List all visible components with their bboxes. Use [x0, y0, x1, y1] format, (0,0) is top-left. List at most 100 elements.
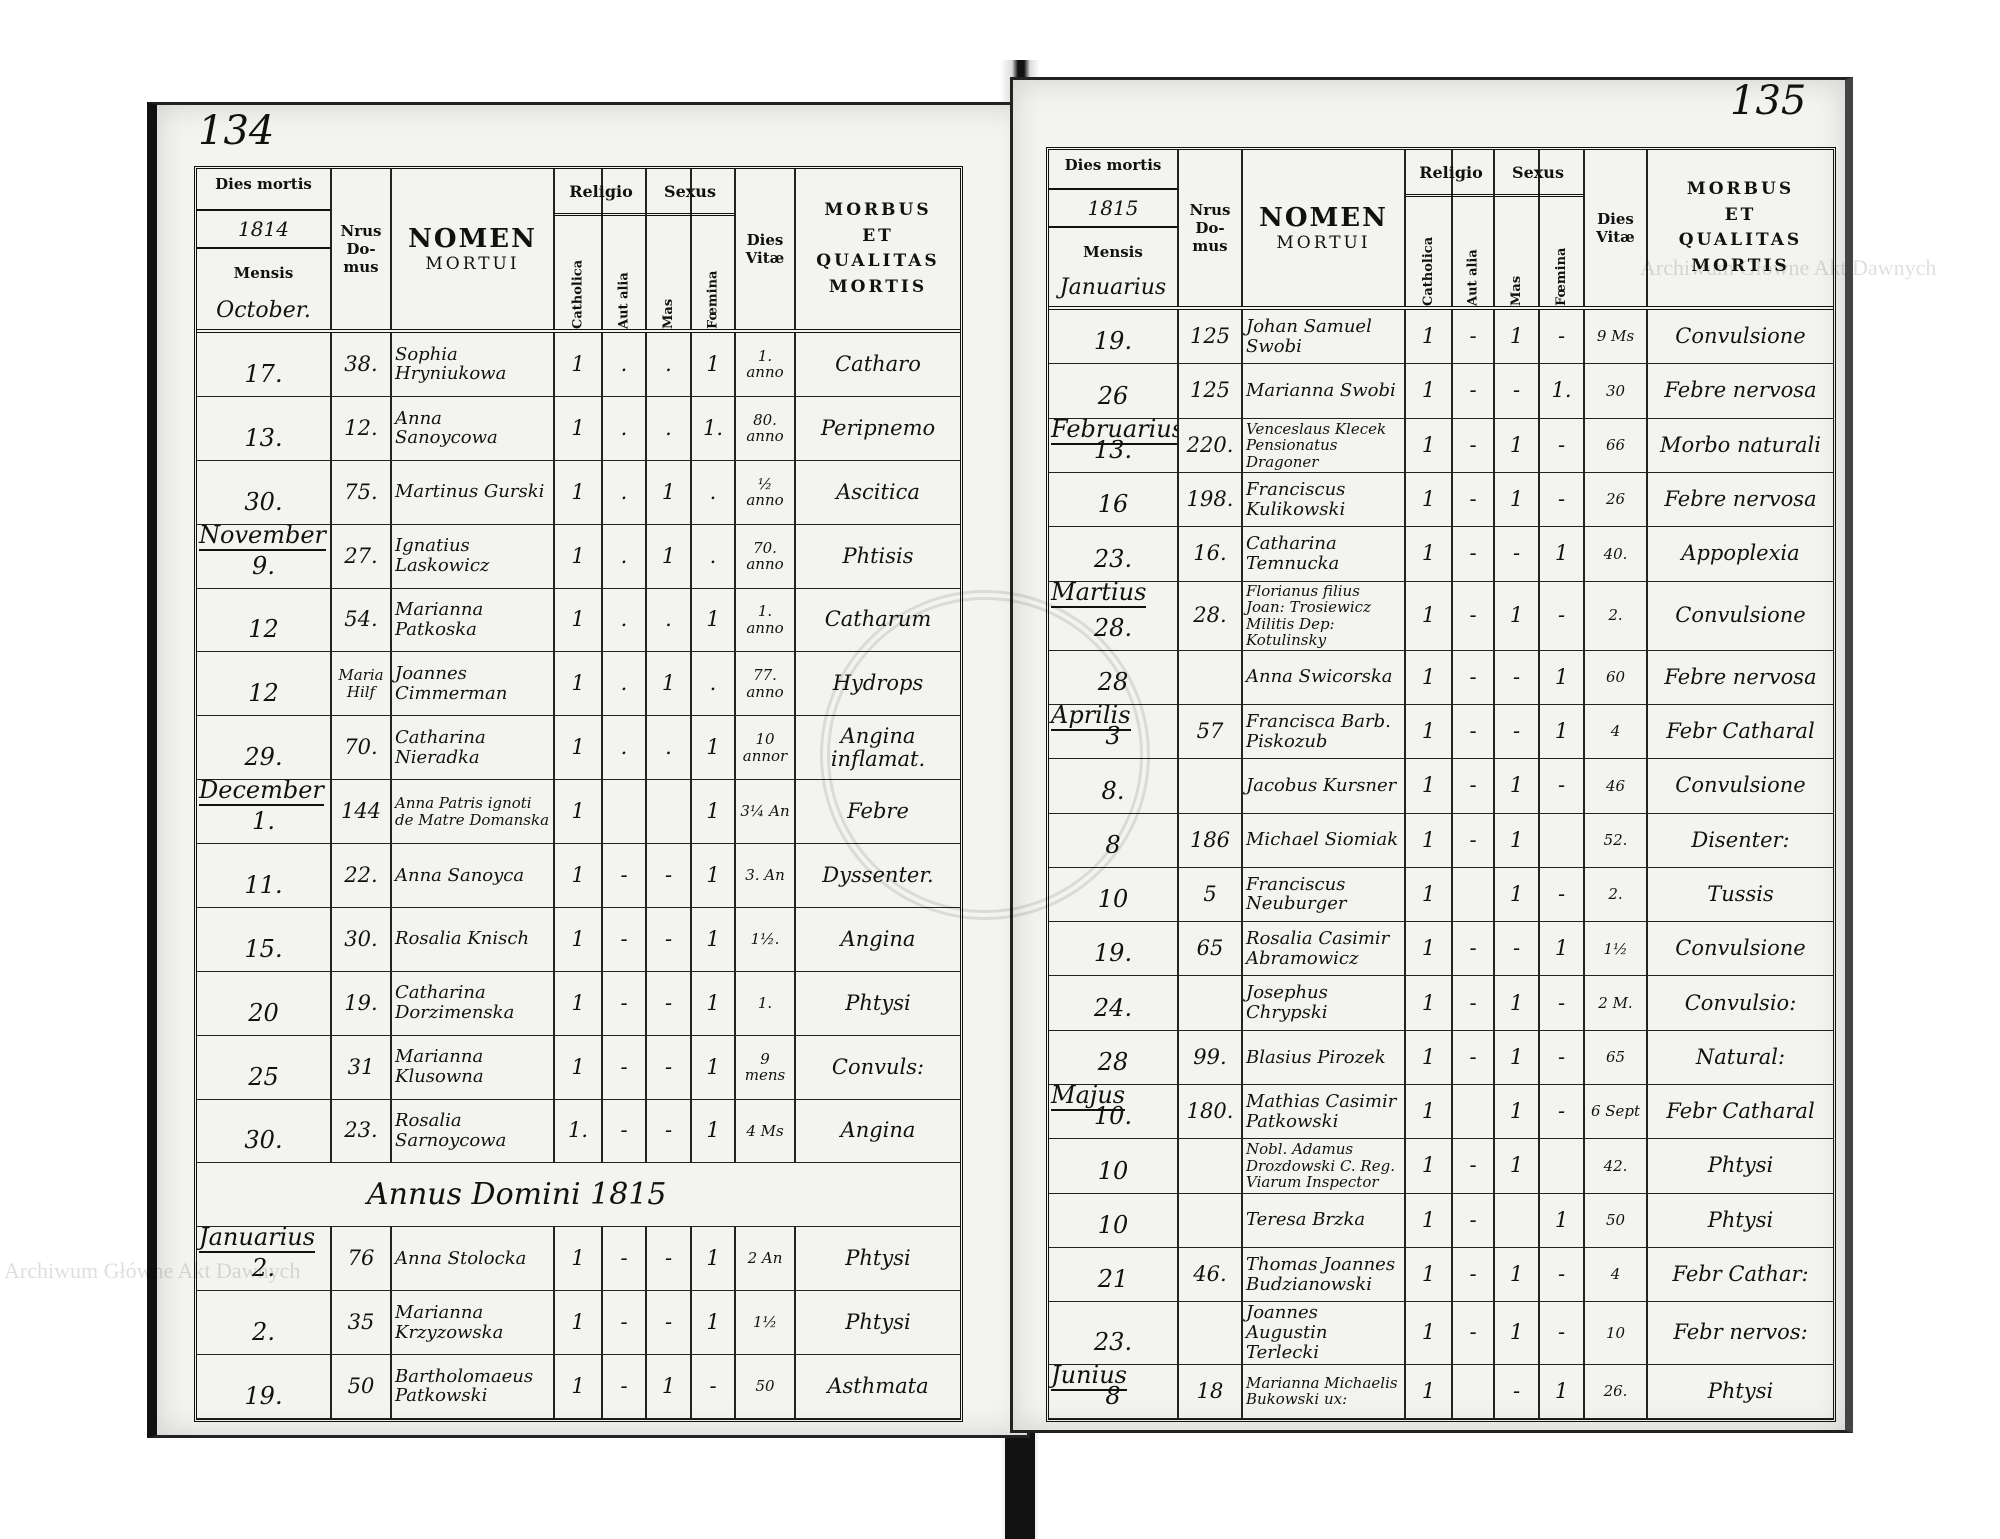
day-cell: 10	[1049, 867, 1179, 922]
deceased-name: Marianna Krzyzowska	[392, 1291, 555, 1354]
age-at-death: 1. anno	[736, 333, 796, 396]
page-number-left: 134	[198, 108, 275, 154]
day-of-death: 19.	[244, 1381, 283, 1410]
female-mark: -	[1540, 581, 1585, 650]
other-religion-mark: .	[603, 588, 647, 652]
day-of-death: 1.	[252, 807, 275, 835]
table-row: 13. 12. Anna Sanoycowa 1.. 1. 80. anno Peripne…	[197, 396, 960, 461]
header-mortui: MORTUI	[425, 254, 520, 274]
table-row: 20 19. Catharina Dorzimenska 1- -1 1. Phtysi	[197, 971, 960, 1036]
female-mark	[1540, 1139, 1585, 1193]
month-label: December	[199, 780, 324, 807]
header-nomen-mortui: NOMEN MORTUI	[1243, 150, 1406, 306]
table-row: 19. 125 Johan Samuel Swobi 1-1-9 Ms Convulsi…	[1049, 310, 1833, 365]
female-mark: 1	[1540, 650, 1585, 704]
deceased-name: Johan Samuel Swobi	[1243, 310, 1406, 364]
header-dies-mortis: Dies mortis 1815 Mensis Januarius	[1049, 150, 1179, 306]
table-row: 28 99. Blasius Pirozek 1-1-65 Natural:	[1049, 1030, 1833, 1086]
deceased-name: Anna Stolocka	[392, 1227, 555, 1291]
catholic-mark: 1	[555, 524, 603, 588]
catholic-mark: 1	[555, 844, 603, 907]
house-number: 19.	[332, 971, 392, 1035]
header-foemina: Fœmina	[705, 270, 721, 329]
watermark-right: Archiwum Główne Akt Dawnych	[1640, 255, 1937, 280]
header-nomen: NOMEN	[1259, 203, 1388, 233]
female-mark: .	[692, 460, 736, 524]
deceased-name: Anna Sanoyca	[392, 844, 555, 907]
other-religion-mark: -	[603, 1291, 647, 1354]
age-at-death: 4	[1585, 1248, 1648, 1302]
female-mark: 1	[1540, 1364, 1585, 1419]
day-cell: Januarius 2.	[197, 1227, 332, 1291]
cause-of-death: Asthmata	[827, 1373, 929, 1398]
other-religion-mark: -	[1453, 418, 1495, 472]
table-row: 25 31 Marianna Klusowna 1- -1 9 mens Convuls:	[197, 1035, 960, 1100]
header-mensis-label: Mensis	[1083, 242, 1143, 261]
header-mensis-label: Mensis	[233, 264, 294, 283]
day-cell: 19.	[1049, 310, 1179, 364]
day-cell: 16	[1049, 472, 1179, 527]
day-of-death: 20	[248, 998, 279, 1027]
male-mark: -	[647, 971, 692, 1035]
male-mark: 1	[1495, 1030, 1540, 1085]
age-at-death: 1½.	[736, 907, 796, 971]
day-of-death: 2.	[252, 1318, 275, 1346]
other-religion-mark: -	[603, 971, 647, 1035]
female-mark: 1	[692, 1227, 736, 1291]
header-religio-group	[603, 169, 645, 216]
female-mark: 1	[692, 716, 736, 780]
age-at-death: 30	[1585, 364, 1648, 418]
header-morbus: MORBUS ET QUALITAS MORTIS	[1648, 150, 1833, 306]
other-religion-mark: .	[603, 524, 647, 588]
deceased-name: Thomas Joannes Budzianowski	[1243, 1248, 1406, 1302]
year-divider-row: Annus Domini 1815	[197, 1163, 960, 1228]
house-number: 50	[332, 1355, 392, 1418]
cause-of-death: Phtysi	[845, 1310, 911, 1335]
house-number: 125	[1179, 364, 1243, 418]
cause-of-death: Febr Catharal	[1666, 718, 1815, 743]
header-year: 1814	[197, 208, 330, 249]
age-at-death: 2 An	[736, 1227, 796, 1291]
day-of-death: 28	[1097, 1048, 1129, 1077]
cause-of-death: Phtysi	[845, 990, 911, 1015]
header-sexus-group: Sexus	[647, 169, 733, 216]
house-number: 5	[1179, 867, 1243, 922]
day-of-death: 23.	[1093, 544, 1133, 573]
header-religio-group: Religio	[1406, 150, 1496, 197]
header-mas: Mas	[1509, 275, 1524, 306]
cause-of-death: Convulsione	[1675, 773, 1806, 798]
female-mark: 1	[1540, 1193, 1585, 1247]
female-mark: -	[1540, 1248, 1585, 1302]
female-mark: -	[1540, 1085, 1585, 1139]
deceased-name: Catharina Temnucka	[1243, 527, 1406, 581]
day-of-death: 11.	[244, 870, 283, 899]
house-number	[1179, 1302, 1243, 1364]
cause-of-death: Ascitica	[836, 479, 920, 504]
age-at-death: 50	[1585, 1193, 1648, 1247]
catholic-mark: 1.	[555, 1099, 603, 1163]
male-mark: 1	[1495, 813, 1540, 867]
male-mark: 1	[647, 652, 692, 716]
cause-of-death: Tussis	[1707, 881, 1774, 906]
deceased-name: Michael Siomiak	[1243, 813, 1406, 867]
cause-of-death: Febre nervosa	[1664, 378, 1817, 403]
day-cell: 15.	[197, 907, 332, 971]
watermark-left: Archiwum Główne Akt Dawnych	[4, 1258, 301, 1283]
age-at-death: 70. anno	[736, 524, 796, 588]
table-row: 23. 16. Catharina Temnucka 1- -1 40. Appoplexi…	[1049, 527, 1833, 582]
female-mark: 1	[1540, 922, 1585, 976]
month-label: November	[199, 525, 327, 551]
header-domus1: Do-	[1195, 219, 1225, 237]
deceased-name: Rosalia Knisch	[392, 907, 555, 971]
header-foemina-column: Fœmina	[692, 169, 736, 329]
day-cell: 29.	[197, 716, 332, 780]
deceased-name: Josephus Chrypski	[1243, 976, 1406, 1030]
female-mark: .	[692, 652, 736, 716]
male-mark: 1	[647, 524, 692, 588]
catholic-mark: 1	[1406, 1030, 1453, 1085]
catholic-mark: 1	[1406, 650, 1453, 704]
male-mark	[1495, 1193, 1540, 1247]
house-number: 30.	[332, 907, 392, 971]
table-row: 12 54. Marianna Patkoska 1.. 1 1. anno Catharu…	[197, 588, 960, 653]
day-cell: 26	[1049, 364, 1179, 418]
